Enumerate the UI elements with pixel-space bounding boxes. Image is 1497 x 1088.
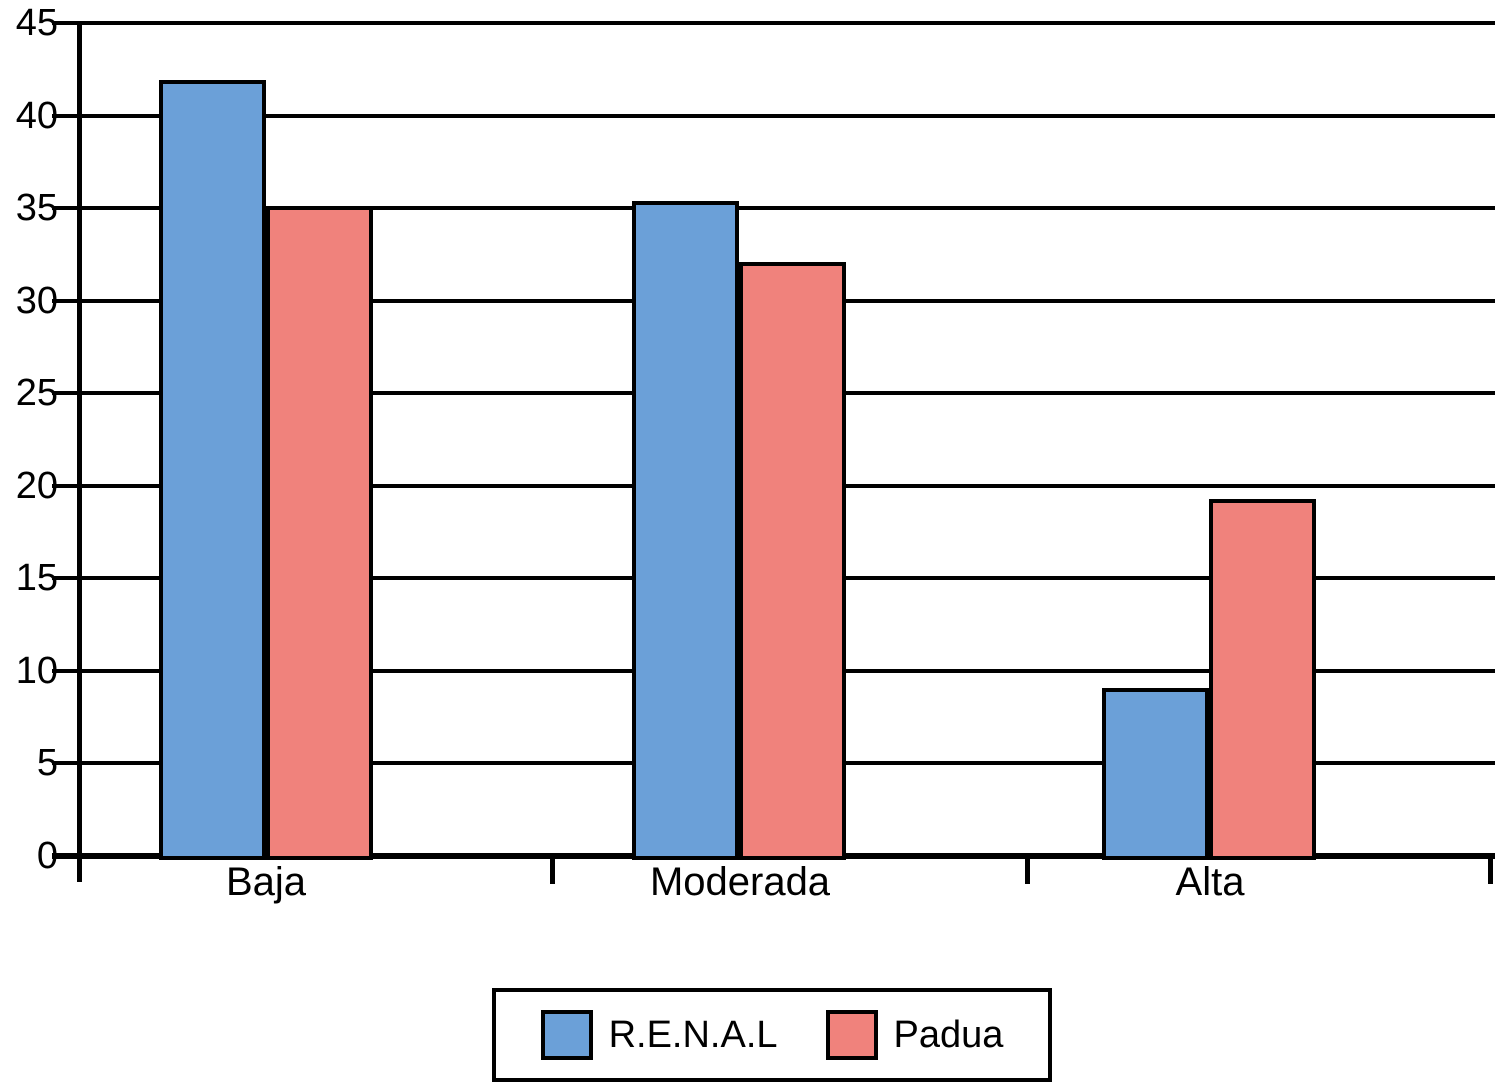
legend-swatch-padua [825,1010,878,1060]
y-tick-label-30: 30 [15,279,58,322]
x-axis-tick-2 [1488,856,1493,884]
bar-renal-baja [159,80,266,860]
y-tick-label-45: 45 [15,2,58,44]
y-gridline-35 [52,206,1495,211]
legend-item-padua: Padua [825,1010,1004,1060]
y-gridline-40 [52,113,1495,118]
legend-swatch-renal [540,1010,593,1060]
y-gridline-45 [52,21,1495,25]
legend-label-renal: R.E.N.A.L [608,1013,778,1056]
y-tick-label-15: 15 [15,557,58,600]
y-tick-label-40: 40 [15,94,58,137]
bar-padua-baja [266,206,373,860]
bar-renal-alta [1102,687,1209,860]
y-tick-label-0: 0 [36,835,58,877]
category-label-alta: Alta [1175,860,1245,904]
y-tick-label-10: 10 [15,649,58,692]
legend: R.E.N.A.L Padua [492,988,1052,1082]
x-axis-tick-0 [550,856,555,884]
legend-item-renal: R.E.N.A.L [540,1010,778,1060]
y-tick-label-20: 20 [15,464,58,507]
category-label-baja: Baja [225,860,307,904]
bar-padua-alta [1209,498,1316,860]
y-tick-label-5: 5 [36,742,58,785]
y-tick-label-35: 35 [15,187,58,230]
x-axis-tick-1 [1025,856,1030,884]
bar-renal-moderada [632,200,739,860]
bar-padua-moderada [739,261,846,860]
y-tick-label-25: 25 [15,372,58,415]
y-axis-line [77,23,82,882]
legend-label-padua: Padua [893,1013,1004,1056]
category-label-moderada: Moderada [649,860,831,904]
